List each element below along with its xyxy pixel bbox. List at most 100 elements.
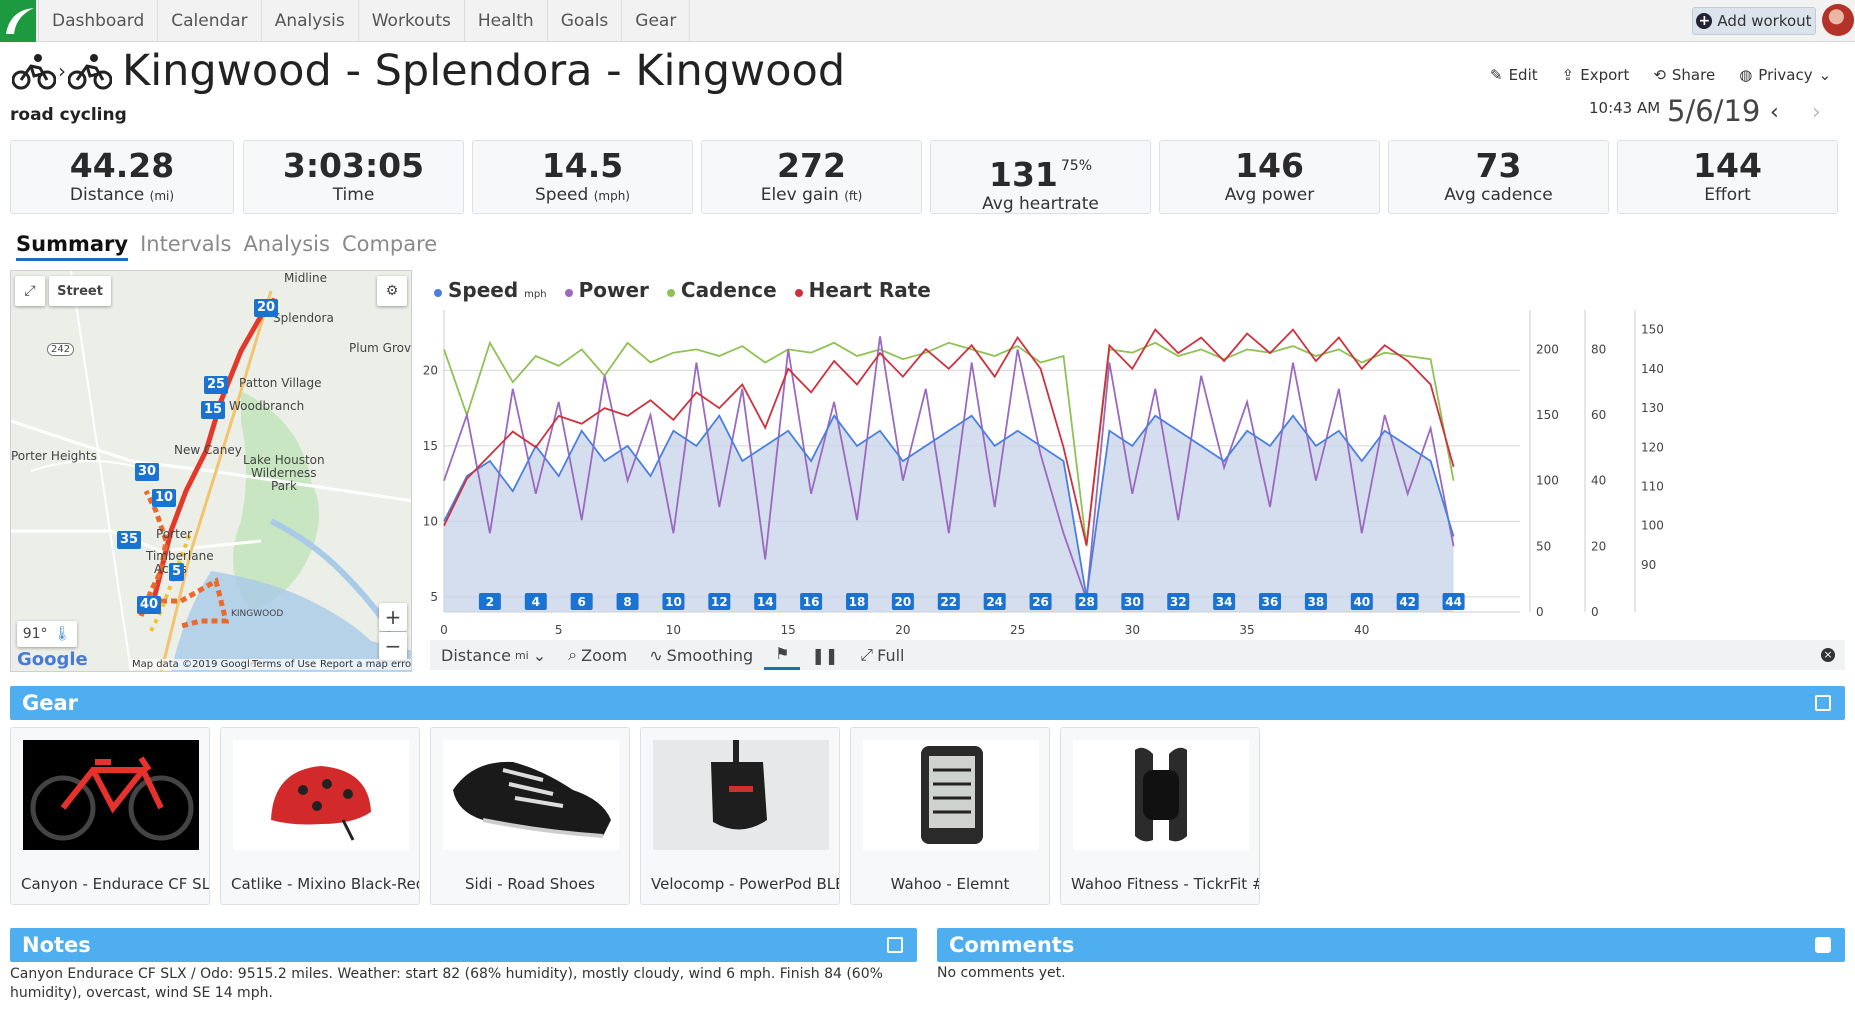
export-button[interactable]: ⇪ Export [1562, 66, 1630, 84]
lap-marker[interactable] [846, 593, 869, 610]
bike-image [23, 740, 199, 850]
map-report-link[interactable]: Report a map error [317, 659, 411, 670]
lap-marker[interactable] [708, 593, 731, 610]
gear-card[interactable]: Sidi - Road Shoes [430, 727, 630, 905]
series-line-speed[interactable] [443, 414, 1455, 598]
edit-notes-icon[interactable] [887, 937, 903, 953]
map-canvas[interactable] [11, 271, 412, 672]
legend-speed[interactable]: Speed mph [434, 278, 547, 302]
lap-marker[interactable] [1259, 593, 1282, 610]
zoom-button[interactable]: ⌕ Zoom [557, 640, 638, 670]
share-button[interactable]: ⟲ Share [1653, 66, 1715, 84]
stat-label: Avg power [1224, 185, 1315, 205]
lap-marker[interactable] [1121, 593, 1144, 610]
distance-marker[interactable]: 40 [137, 596, 162, 614]
lap-marker[interactable] [1396, 593, 1419, 610]
laps-toggle[interactable]: ⚑ [764, 640, 801, 670]
map-label: Porter Heights [11, 449, 97, 463]
lap-marker[interactable] [616, 593, 639, 610]
edit-button[interactable]: ✎ Edit [1490, 66, 1538, 84]
distance-marker[interactable]: 25 [204, 376, 229, 394]
nav-workouts[interactable]: Workouts [359, 0, 465, 42]
zoom-out-button[interactable]: − [379, 632, 407, 660]
gear-card[interactable]: Catlike - Mixino Black-Red [220, 727, 420, 905]
lap-marker[interactable] [754, 593, 777, 610]
lap-marker[interactable] [937, 593, 960, 610]
fullscreen-icon[interactable]: ⤢ [15, 276, 45, 306]
lap-marker[interactable] [1075, 593, 1098, 610]
distance-marker[interactable]: 15 [201, 401, 226, 419]
avatar[interactable] [1822, 4, 1854, 36]
distance-marker[interactable]: 10 [152, 489, 177, 507]
tab-intervals[interactable]: Intervals [140, 232, 232, 256]
pause-toggle[interactable]: ❚❚ [800, 640, 849, 670]
add-workout-button[interactable]: + Add workout [1692, 7, 1816, 35]
lap-marker[interactable] [478, 593, 501, 610]
stat-value: 3:03:05 [282, 146, 425, 185]
full-button[interactable]: ⤢ Full [849, 640, 915, 670]
gear-card[interactable]: Velocomp - PowerPod BLE/ANT+ [640, 727, 840, 905]
legend-dot [434, 289, 442, 297]
distance-marker[interactable]: 30 [135, 463, 160, 481]
edit-icon[interactable] [1815, 695, 1831, 711]
lap-marker[interactable] [662, 593, 685, 610]
smoothing-button[interactable]: ∿ Smoothing [638, 640, 764, 670]
lap-marker[interactable] [891, 593, 914, 610]
x-axis-unit: mi [514, 648, 529, 662]
tab-summary[interactable]: Summary [16, 232, 129, 261]
legend-power[interactable]: Power [564, 278, 649, 302]
series-line-heart-rate[interactable] [443, 328, 1455, 546]
lap-marker[interactable] [1213, 593, 1236, 610]
series-line-cadence[interactable] [443, 340, 1455, 547]
tab-compare[interactable]: Compare [341, 232, 438, 256]
close-icon[interactable]: × [1821, 648, 1835, 662]
lap-marker-label: 2 [486, 595, 494, 609]
gear-card[interactable]: Wahoo Fitness - TickrFit #2 [1060, 727, 1260, 905]
share-label: Share [1671, 66, 1716, 84]
privacy-label: Privacy [1758, 66, 1813, 84]
stat-label: Effort [1704, 185, 1751, 205]
nav-goals[interactable]: Goals [548, 0, 623, 42]
lap-marker-label: 30 [1124, 595, 1141, 609]
lap-marker[interactable] [1304, 593, 1327, 610]
zoom-in-button[interactable]: + [379, 603, 407, 631]
gear-card[interactable]: Canyon - Endurace CF SLX Disc [10, 727, 210, 905]
lap-marker[interactable] [1029, 593, 1052, 610]
distance-marker[interactable]: 35 [117, 531, 142, 549]
stat-value: 44.28 [69, 146, 175, 185]
lap-marker[interactable] [1442, 593, 1465, 610]
nav-calendar[interactable]: Calendar [158, 0, 262, 42]
tab-analysis[interactable]: Analysis [243, 232, 330, 256]
distance-marker[interactable]: 5 [169, 563, 185, 581]
app-logo[interactable] [0, 0, 36, 42]
legend-cadence[interactable]: Cadence [666, 278, 777, 302]
gear-icon[interactable]: ⚙ [377, 276, 407, 306]
workout-chart[interactable]: 5101520050100150200020406080901001101201… [420, 300, 1845, 640]
lap-marker[interactable] [524, 593, 547, 610]
privacy-dropdown[interactable]: ◍ Privacy ⌄ [1739, 66, 1831, 84]
lap-marker[interactable] [1350, 593, 1373, 610]
comments-section-header: Comments [937, 928, 1845, 962]
lap-marker[interactable] [800, 593, 823, 610]
legend-heart-rate[interactable]: Heart Rate [794, 278, 931, 302]
lap-marker[interactable] [1167, 593, 1190, 610]
lap-marker-label: 16 [803, 595, 820, 609]
stat-label: Time [332, 185, 375, 205]
speed-area [444, 415, 1454, 612]
gear-card[interactable]: Wahoo - Elemnt [850, 727, 1050, 905]
lap-marker[interactable] [570, 593, 593, 610]
map-terms-link[interactable]: Terms of Use [249, 659, 320, 670]
map-layer-button[interactable]: Street [49, 276, 111, 306]
distance-marker[interactable]: 20 [254, 299, 279, 317]
x-axis-selector[interactable]: Distance mi ⌄ [430, 640, 557, 670]
route-map[interactable]: Midline Splendora Plum Grove 242 Patton … [10, 270, 412, 672]
nav-analysis[interactable]: Analysis [262, 0, 359, 42]
next-workout-button[interactable]: › [1812, 100, 1821, 125]
comment-icon[interactable] [1815, 937, 1831, 953]
hr-strap-image [1073, 740, 1249, 850]
nav-health[interactable]: Health [465, 0, 548, 42]
previous-workout-button[interactable]: ‹ [1770, 100, 1779, 125]
lap-marker[interactable] [983, 593, 1006, 610]
nav-dashboard[interactable]: Dashboard [38, 0, 159, 42]
nav-gear[interactable]: Gear [622, 0, 691, 42]
